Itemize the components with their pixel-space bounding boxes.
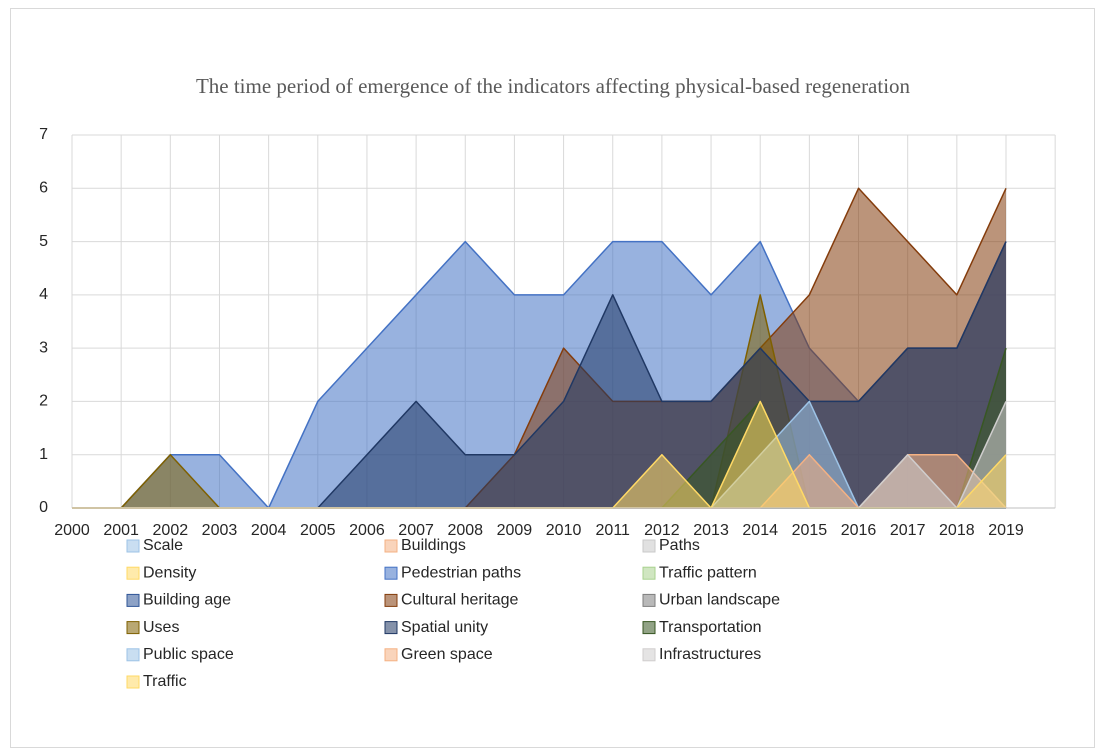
x-tick-label: 2006 bbox=[349, 522, 385, 539]
legend-swatch bbox=[384, 593, 398, 607]
x-tick-label: 2018 bbox=[939, 522, 975, 539]
x-tick-label: 2002 bbox=[153, 522, 189, 539]
y-tick-label: 6 bbox=[39, 180, 48, 197]
y-tick-label: 0 bbox=[39, 499, 48, 516]
legend-label: Uses bbox=[143, 619, 179, 636]
legend-label: Spatial unity bbox=[401, 619, 488, 636]
legend-swatch bbox=[384, 621, 398, 635]
legend-label: Density bbox=[143, 564, 196, 581]
y-tick-label: 1 bbox=[39, 446, 48, 463]
legend-label: Green space bbox=[401, 646, 493, 663]
legend-swatch bbox=[126, 566, 140, 580]
x-tick-label: 2000 bbox=[54, 522, 90, 539]
legend-label: Public space bbox=[143, 646, 234, 663]
x-tick-label: 2019 bbox=[988, 522, 1024, 539]
area bbox=[72, 401, 1006, 508]
x-tick-label: 2007 bbox=[398, 522, 434, 539]
legend-label: Buildings bbox=[401, 537, 466, 554]
x-tick-label: 2010 bbox=[546, 522, 582, 539]
legend-label: Transportation bbox=[659, 619, 762, 636]
legend-label: Cultural heritage bbox=[401, 592, 519, 609]
legend-label: Scale bbox=[143, 537, 183, 554]
y-tick-label: 2 bbox=[39, 393, 48, 410]
legend-swatch bbox=[126, 675, 140, 689]
x-tick-label: 2015 bbox=[792, 522, 828, 539]
y-tick-label: 3 bbox=[39, 339, 48, 356]
legend-label: Traffic pattern bbox=[659, 564, 757, 581]
legend-swatch bbox=[126, 539, 140, 553]
legend-label: Traffic bbox=[143, 673, 187, 690]
x-tick-label: 2012 bbox=[644, 522, 680, 539]
legend-swatch bbox=[126, 648, 140, 662]
legend-label: Building age bbox=[143, 592, 231, 609]
x-tick-label: 2017 bbox=[890, 522, 926, 539]
legend-swatch bbox=[126, 621, 140, 635]
x-tick-label: 2003 bbox=[202, 522, 238, 539]
x-tick-label: 2004 bbox=[251, 522, 287, 539]
x-tick-label: 2005 bbox=[300, 522, 336, 539]
legend-label: Infrastructures bbox=[659, 646, 761, 663]
legend-label: Paths bbox=[659, 537, 700, 554]
legend-swatch bbox=[642, 621, 656, 635]
x-tick-label: 2011 bbox=[596, 522, 631, 539]
area bbox=[72, 401, 1006, 508]
legend-swatch bbox=[384, 539, 398, 553]
legend-swatch bbox=[126, 593, 140, 607]
x-tick-label: 2008 bbox=[447, 522, 483, 539]
legend-swatch bbox=[642, 648, 656, 662]
legend-label: Urban landscape bbox=[659, 592, 780, 609]
legend-swatch bbox=[384, 566, 398, 580]
x-tick-label: 2013 bbox=[693, 522, 729, 539]
x-tick-label: 2014 bbox=[742, 522, 778, 539]
x-tick-label: 2009 bbox=[497, 522, 533, 539]
legend-label: Pedestrian paths bbox=[401, 564, 521, 581]
x-tick-label: 2001 bbox=[103, 522, 139, 539]
y-tick-label: 4 bbox=[39, 286, 48, 303]
legend-swatch bbox=[642, 566, 656, 580]
y-tick-label: 7 bbox=[39, 126, 48, 143]
legend-swatch bbox=[642, 593, 656, 607]
y-tick-label: 5 bbox=[39, 233, 48, 250]
legend-swatch bbox=[642, 539, 656, 553]
x-tick-label: 2016 bbox=[841, 522, 877, 539]
legend-swatch bbox=[384, 648, 398, 662]
chart-title: The time period of emergence of the indi… bbox=[195, 74, 911, 98]
